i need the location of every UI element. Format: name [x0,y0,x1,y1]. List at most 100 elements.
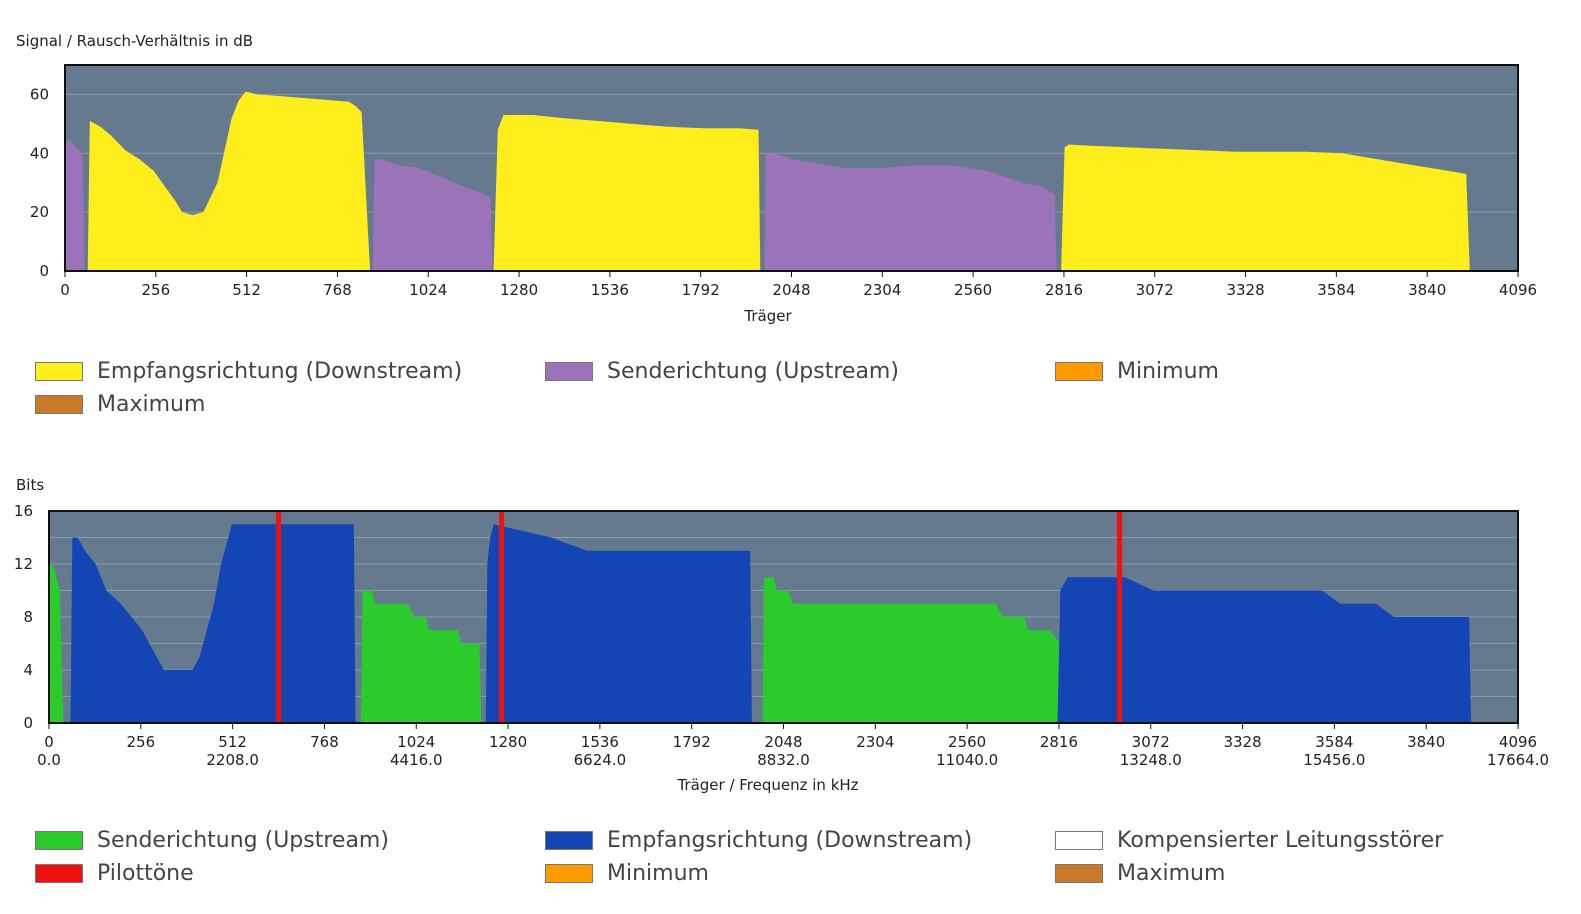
legend-swatch [545,863,593,883]
snr-chart: Signal / Rausch-Verhältnis in dB 0 20 40 60… [16,32,1537,325]
y-tick-label: 8 [23,608,33,626]
legend-swatch [35,830,83,850]
legend-item[interactable]: Senderichtung (Upstream) [35,825,389,855]
area-bits-upstream [361,590,482,723]
x-tick-frequency-label: 2208.0 [206,751,259,769]
area-bits-downstream [1057,577,1471,723]
x-tick-label: 4096 [1499,281,1537,299]
y-tick-label: 20 [30,203,49,221]
legend-item[interactable]: Empfangsrichtung (Downstream) [35,356,462,386]
legend-item[interactable]: Minimum [1055,356,1219,386]
area-snr-upstream [65,138,85,271]
legend-swatch [1055,361,1103,381]
x-tick-label: 2560 [948,733,986,751]
snr-plot-area: 0 20 40 60 0 256 512 768 1024 1280 1536 1792 2048 230… [30,64,1537,299]
x-tick-label: 1280 [489,733,527,751]
x-tick-label: 3584 [1315,733,1353,751]
x-tick-label: 1536 [591,281,629,299]
legend-item[interactable]: Maximum [1055,858,1225,888]
x-tick-label: 2048 [772,281,810,299]
x-tick-label: 3072 [1132,733,1170,751]
legend-swatch [545,361,593,381]
x-tick-label: 1792 [682,281,720,299]
legend-label: Empfangsrichtung (Downstream) [97,358,463,384]
y-tick-label: 4 [23,661,33,679]
x-tick-label: 3328 [1226,281,1264,299]
x-tick-label: 0 [44,733,54,751]
x-tick-label: 256 [141,281,170,299]
bits-plot-area: 0 4 8 12 16 0 256 512 768 1024 1280 1536 1792 2048 230… [14,502,1549,769]
legend-swatch [35,863,83,883]
y-tick-label: 0 [39,262,49,280]
pilot-tone-line [1117,511,1123,723]
area-snr-upstream [372,159,493,271]
area-bits-upstream [762,577,1063,723]
legend-item[interactable]: Kompensierter Leitungsstörer [1055,825,1443,855]
area-snr-downstream [493,115,761,271]
legend-swatch [35,361,83,381]
legend-label: Minimum [607,860,709,886]
area-snr-upstream [764,153,1057,271]
area-bits-upstream [49,564,64,723]
pilot-tone-line [276,511,282,723]
x-tick-label: 512 [232,281,261,299]
legend-label: Senderichtung (Upstream) [97,827,389,853]
x-tick-label: 2304 [856,733,894,751]
legend-item[interactable]: Pilottöne [35,858,194,888]
legend-item[interactable]: Maximum [35,389,205,419]
bits-chart-title: Bits [16,476,44,494]
legend-label: Pilottöne [97,860,194,886]
x-tick-label: 1536 [581,733,619,751]
x-tick-label: 2048 [764,733,802,751]
bits-x-axis-label: Träger / Frequenz in kHz [676,776,858,794]
legend-swatch [545,830,593,850]
x-tick-frequency-label: 6624.0 [574,751,627,769]
x-tick-label: 4096 [1499,733,1537,751]
x-tick-label: 1792 [673,733,711,751]
legend-swatch [35,394,83,414]
snr-x-axis-label: Träger [743,307,792,325]
legend-label: Minimum [1117,358,1219,384]
pilot-tone-line [499,511,505,723]
legend-label: Empfangsrichtung (Downstream) [607,827,973,853]
y-tick-label: 0 [23,714,33,732]
x-tick-label: 3840 [1408,281,1446,299]
x-tick-label: 1280 [500,281,538,299]
legend-swatch [1055,830,1103,850]
x-tick-label: 3072 [1136,281,1174,299]
x-tick-label: 2304 [863,281,901,299]
x-tick-label: 768 [323,281,352,299]
legend-item[interactable]: Empfangsrichtung (Downstream) [545,825,972,855]
x-tick-frequency-label: 15456.0 [1303,751,1365,769]
legend-label: Maximum [97,391,206,417]
x-tick-frequency-label: 17664.0 [1487,751,1549,769]
x-tick-label: 256 [126,733,155,751]
x-tick-frequency-label: 4416.0 [390,751,443,769]
x-tick-frequency-label: 8832.0 [757,751,810,769]
x-tick-frequency-label: 13248.0 [1120,751,1182,769]
x-tick-label: 1024 [409,281,447,299]
legend-label: Maximum [1117,860,1226,886]
x-tick-label: 0 [60,281,70,299]
x-tick-label: 3328 [1223,733,1261,751]
x-tick-label: 768 [310,733,339,751]
x-tick-frequency-label: 11040.0 [936,751,998,769]
bits-legend: Senderichtung (Upstream) Empfangsrichtung… [35,825,1575,895]
x-tick-label: 2816 [1040,733,1078,751]
x-tick-label: 512 [218,733,247,751]
legend-label: Senderichtung (Upstream) [607,358,899,384]
legend-swatch [1055,863,1103,883]
snr-legend: Empfangsrichtung (Downstream) Senderichtu… [35,356,1575,426]
legend-item[interactable]: Senderichtung (Upstream) [545,356,899,386]
legend-item[interactable]: Minimum [545,858,709,888]
y-tick-label: 40 [30,144,49,162]
x-tick-label: 2816 [1045,281,1083,299]
y-tick-label: 12 [14,555,33,573]
x-tick-frequency-label: 0.0 [37,751,61,769]
y-tick-label: 60 [30,85,49,103]
x-tick-label: 3584 [1317,281,1355,299]
x-tick-label: 2560 [954,281,992,299]
x-tick-label: 3840 [1407,733,1445,751]
area-bits-downstream [70,524,356,723]
area-bits-downstream [485,524,752,723]
